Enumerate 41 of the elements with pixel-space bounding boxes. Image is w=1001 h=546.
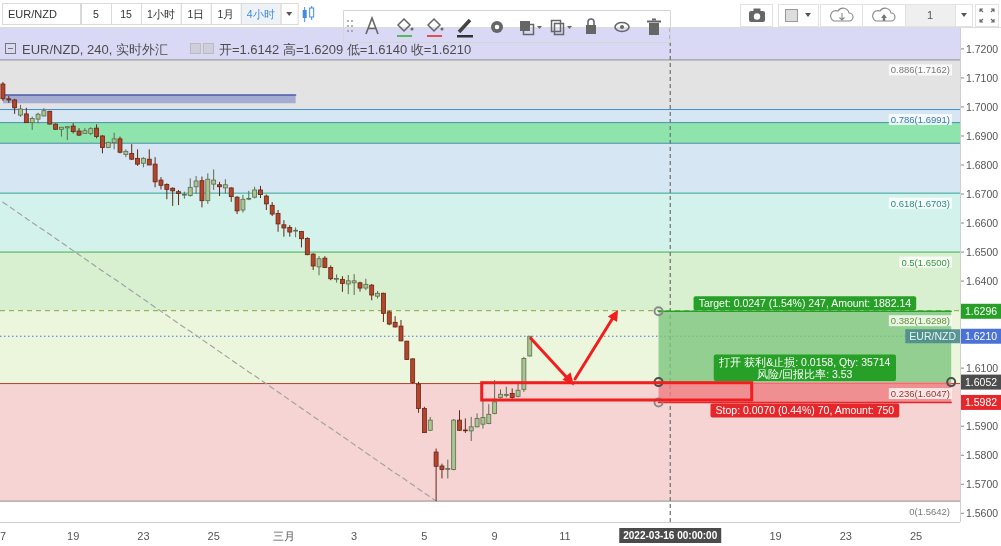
y-tick-label: 1.6100 (966, 361, 999, 374)
y-tick-label: 1.7000 (966, 100, 999, 113)
annotation: EUR/NZD (909, 329, 957, 342)
x-tick-label: 7 (0, 530, 6, 542)
y-tick-label: 1.5600 (966, 506, 999, 519)
annotation: Target: 0.0247 (1.54%) 247, Amount: 1882.14 (698, 297, 912, 310)
y-tick-label: 1.6900 (966, 129, 999, 142)
data-label: 1.6296 (965, 305, 998, 318)
tool-label: 打开 获利&止损: 0.0158, Qty: 35714 风险/回报比率: 3.53 (713, 354, 896, 382)
x-tick-label: 11 (559, 530, 571, 542)
y-tick-label: 1.7100 (966, 71, 999, 84)
y-tick-label: 1.5700 (966, 477, 999, 490)
symbol-field: EUR/NZD (2, 3, 81, 25)
y-tick-label: 1.6500 (966, 245, 999, 258)
x-tick-label: 19 (67, 530, 80, 542)
x-tick-label: 2022-03-16 00:00:00 (623, 530, 718, 541)
tool-label: Stop: 0.0070 (0.44%) 70, Amount: 750 (710, 403, 900, 418)
x-tick-label: 23 (839, 530, 852, 542)
x-tick-label: 25 (207, 530, 220, 542)
x-tick-label: 5 (421, 530, 428, 542)
x-tick-label: 三月 (272, 530, 295, 542)
x-tick-label: 25 (909, 530, 923, 542)
tool-label: Target: 0.0247 (1.54%) 247, Amount: 1882.14 (693, 296, 917, 311)
data-label: 1.5982 (965, 396, 998, 409)
x-tick-label: 23 (137, 530, 150, 542)
y-tick-label: 1.6800 (966, 158, 999, 171)
y-tick-label: 1.6700 (966, 187, 999, 200)
line-name-tag: EUR/NZD (905, 329, 960, 344)
zoom-field: 1 (905, 4, 956, 27)
x-tick-label: 3 (351, 530, 358, 542)
chart-header: EUR/NZD, 240, 实时外汇 开=1.6142 高=1.6209 低=1.6140 收=1.6210 (5, 41, 472, 57)
x-tick-label: 19 (769, 530, 782, 542)
crosshair-date-tag: 2022-03-16 00:00:00 (619, 528, 722, 543)
x-tick-label: 9 (491, 530, 498, 542)
y-tick-label: 1.6600 (966, 216, 999, 229)
annotation: Stop: 0.0070 (0.44%) 70, Amount: 750 (715, 404, 895, 417)
y-tick-label: 1.5800 (966, 448, 999, 461)
data-label: 1.6052 (965, 375, 998, 388)
y-tick-label: 1.7200 (966, 42, 999, 55)
y-tick-label: 1.5900 (966, 419, 999, 432)
y-tick-label: 1.6400 (966, 274, 999, 287)
